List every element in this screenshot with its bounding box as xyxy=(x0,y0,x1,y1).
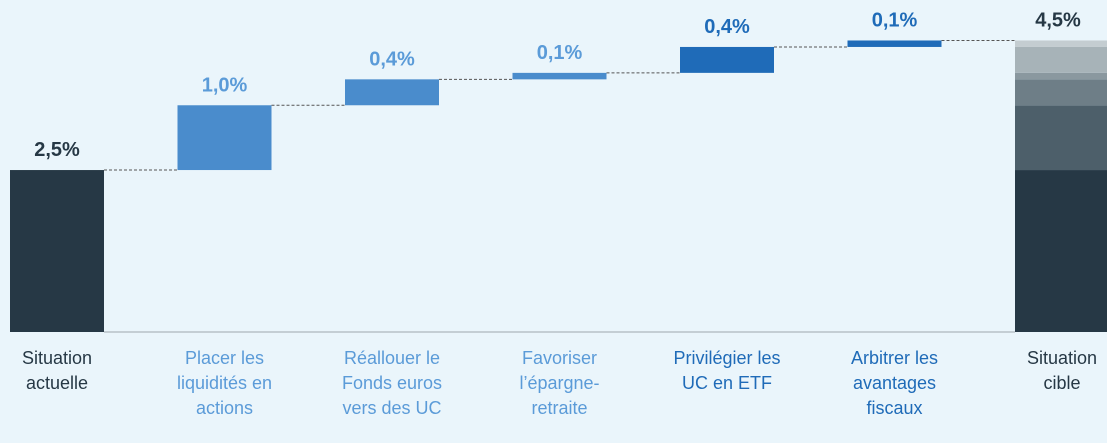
value-label: 0,4% xyxy=(369,48,415,70)
value-label: 2,5% xyxy=(34,139,80,161)
value-label: 0,1% xyxy=(872,9,918,31)
category-label: Réallouer le Fonds euros vers des UC xyxy=(341,348,443,418)
bar-segment xyxy=(1015,40,1107,47)
bar-segment xyxy=(1015,170,1107,332)
value-label: 1,0% xyxy=(202,74,248,96)
category-label: Placer les liquidités en actions xyxy=(176,348,273,418)
bar xyxy=(177,105,272,171)
bar-segment xyxy=(1015,46,1107,73)
bar xyxy=(847,40,942,47)
category-label: Situation actuelle xyxy=(21,348,93,393)
category-label: Arbitrer les avantages fiscaux xyxy=(850,348,939,418)
bar xyxy=(10,170,104,332)
bar xyxy=(512,72,607,80)
bar xyxy=(680,46,774,73)
category-label: Privilégier les UC en ETF xyxy=(673,348,781,393)
bar-segment xyxy=(1015,105,1107,171)
category-label: Situation cible xyxy=(1026,348,1098,393)
value-label: 4,5% xyxy=(1035,9,1081,31)
value-label: 0,1% xyxy=(537,42,583,64)
bar xyxy=(345,79,439,106)
bar-segment xyxy=(1015,72,1107,80)
bar-segment xyxy=(1015,79,1107,106)
category-label: Favoriser l’épargne-retraite xyxy=(519,348,600,418)
value-label: 0,4% xyxy=(704,16,750,38)
